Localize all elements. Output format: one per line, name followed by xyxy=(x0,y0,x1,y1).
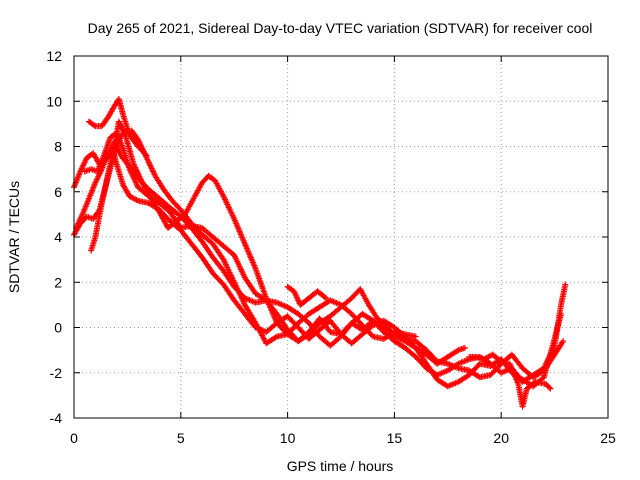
series-track-6 xyxy=(85,95,150,159)
data-point xyxy=(547,385,554,392)
x-tick-label: 10 xyxy=(280,430,296,446)
x-axis-label: GPS time / hours xyxy=(287,458,394,474)
data-point xyxy=(560,338,567,345)
data-point xyxy=(142,151,149,158)
x-axis-tick-labels: 0 5 10 15 20 25 xyxy=(70,430,616,446)
data-point xyxy=(546,384,553,391)
axis-ticks xyxy=(73,55,609,419)
y-axis-tick-labels: -4 -2 0 2 4 6 8 10 12 xyxy=(46,48,62,426)
data-points xyxy=(71,95,569,410)
series-track-2 xyxy=(73,138,569,385)
data-point xyxy=(412,333,419,340)
series-track-8 xyxy=(466,351,554,410)
data-point xyxy=(91,122,98,129)
x-tick-label: 5 xyxy=(177,430,185,446)
data-point xyxy=(321,294,328,301)
y-tick-label: 8 xyxy=(54,139,62,155)
series-track-7 xyxy=(284,283,330,308)
y-tick-label: 4 xyxy=(54,229,62,245)
data-point xyxy=(461,344,468,351)
data-point xyxy=(323,295,330,302)
grid-lines xyxy=(74,56,608,418)
y-axis-label: SDTVAR / TECUs xyxy=(6,181,22,293)
y-tick-label: 2 xyxy=(54,274,62,290)
data-point xyxy=(272,334,279,341)
x-tick-label: 25 xyxy=(600,430,616,446)
y-tick-label: 6 xyxy=(54,184,62,200)
data-point xyxy=(143,152,150,159)
x-tick-label: 15 xyxy=(387,430,403,446)
y-tick-label: -4 xyxy=(50,410,63,426)
x-tick-label: 20 xyxy=(493,430,509,446)
y-tick-label: -2 xyxy=(50,365,63,381)
data-point xyxy=(475,361,482,368)
series-track-5 xyxy=(88,118,419,342)
chart-title: Day 265 of 2021, Sidereal Day-to-day VTE… xyxy=(88,20,593,36)
x-tick-label: 0 xyxy=(70,430,78,446)
y-tick-label: 12 xyxy=(46,48,62,64)
y-tick-label: 0 xyxy=(54,320,62,336)
data-point xyxy=(562,281,569,288)
y-tick-label: 10 xyxy=(46,93,62,109)
